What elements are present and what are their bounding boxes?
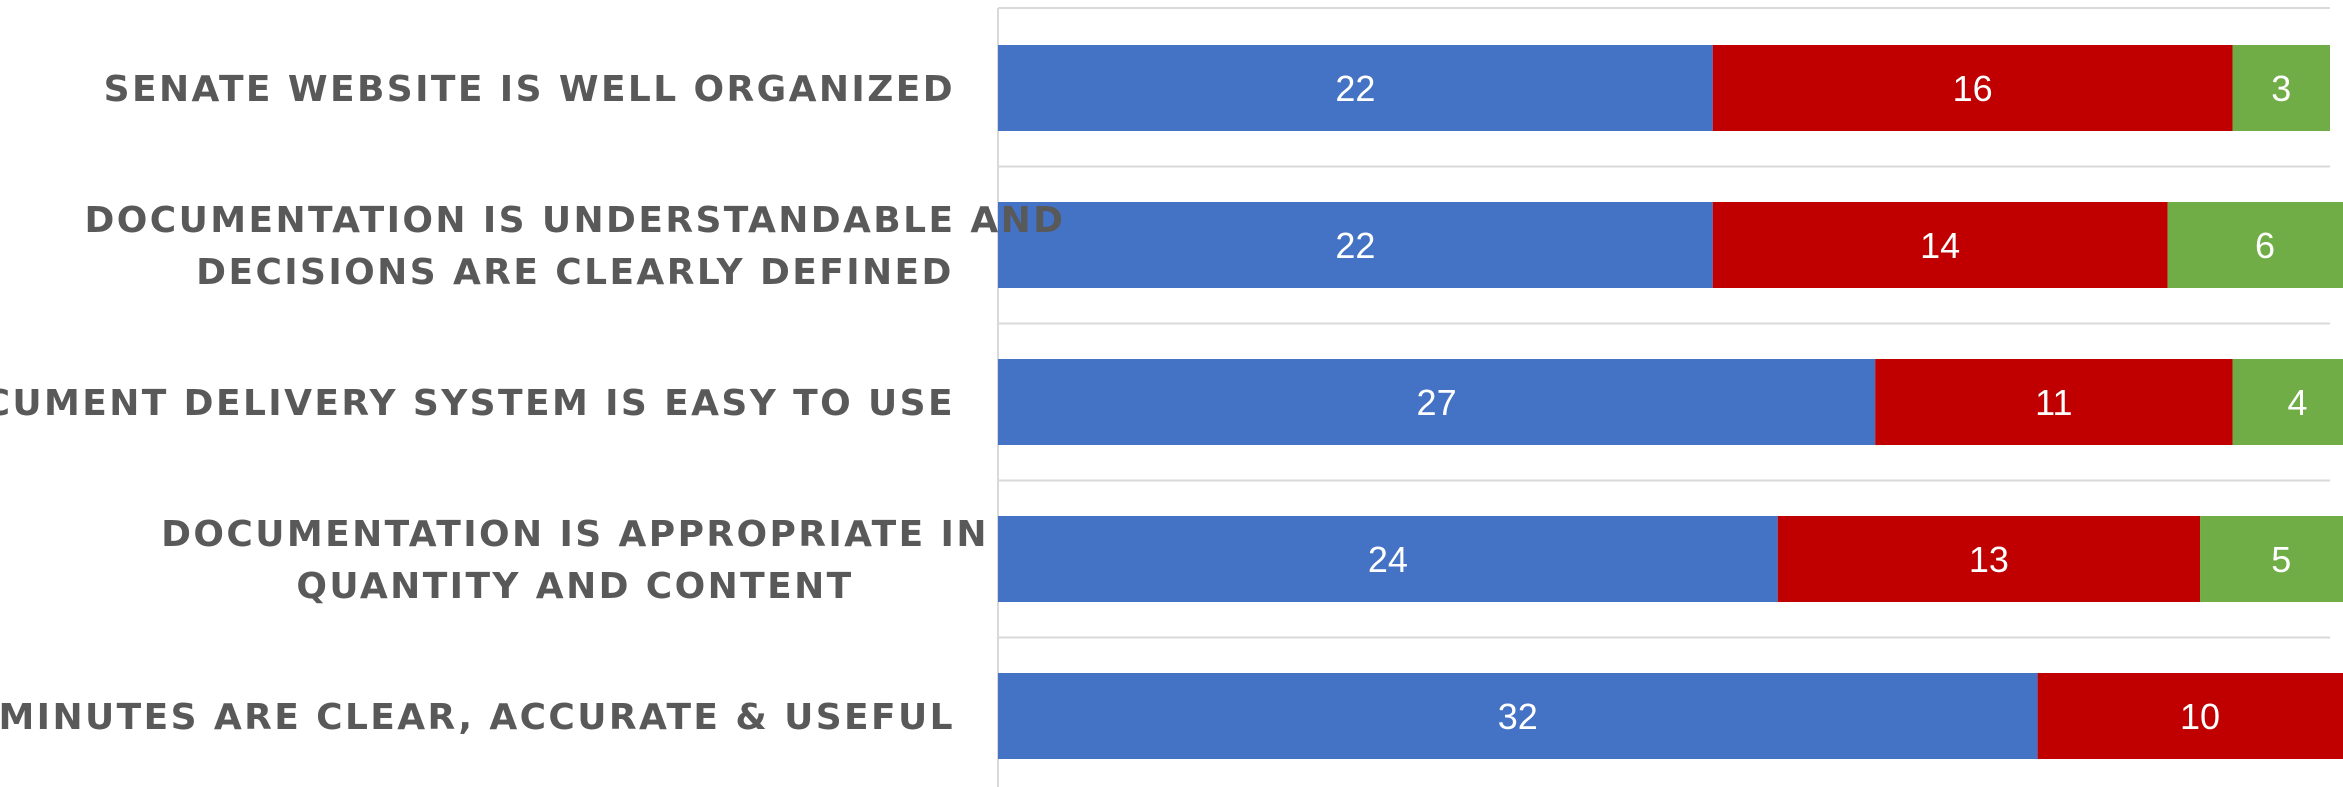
data-label: 22 [1335,225,1375,266]
data-label: 3 [2271,68,2291,109]
bar-segment [2167,202,2343,288]
bar-segment [998,45,1713,131]
bar-segment [2232,359,2343,445]
category-label: QUANTITY AND CONTENT [296,566,853,607]
data-label: 13 [1969,539,2009,580]
bar-segment [1875,359,2233,445]
data-label: 24 [1368,539,1408,580]
category-label: DOCUMENTATION IS UNDERSTANDABLE AND [85,200,1066,241]
category-labels: SENATE WEBSITE IS WELL ORGANIZED DOCUMENT… [0,69,1066,738]
category-label: SENATE WEBSITE IS WELL ORGANIZED [104,69,955,110]
data-label: 16 [1953,68,1993,109]
bar-segment [998,673,2038,759]
category-label: MINUTES ARE CLEAR, ACCURATE & USEFUL [0,697,955,738]
bar-segment [2200,516,2343,602]
bar-segment [2232,45,2330,131]
bar-segment [1777,516,2201,602]
bar-segment [998,359,1876,445]
bars: 22 16 3 22 14 6 27 11 4 24 13 5 32 10 [998,45,2343,759]
data-label: 14 [1920,225,1960,266]
bar-segment [998,516,1778,602]
data-label: 11 [2035,382,2072,423]
data-label: 32 [1498,696,1538,737]
category-label: DOCUMENTATION IS APPROPRIATE IN [161,514,989,555]
data-label: 5 [2271,539,2291,580]
bar-segment [998,202,1713,288]
data-label: 6 [2255,225,2275,266]
data-label: 10 [2180,696,2220,737]
data-label: 22 [1335,68,1375,109]
bar-segment [1712,45,2233,131]
data-label: 4 [2287,382,2307,423]
category-label: DOCUMENT DELIVERY SYSTEM IS EASY TO USE [0,383,955,424]
bar-segment [1712,202,2168,288]
gridlines [997,7,2330,787]
data-label: 27 [1417,382,1457,423]
bar-segment [2037,673,2343,759]
category-label: DECISIONS ARE CLEARLY DEFINED [196,252,954,293]
